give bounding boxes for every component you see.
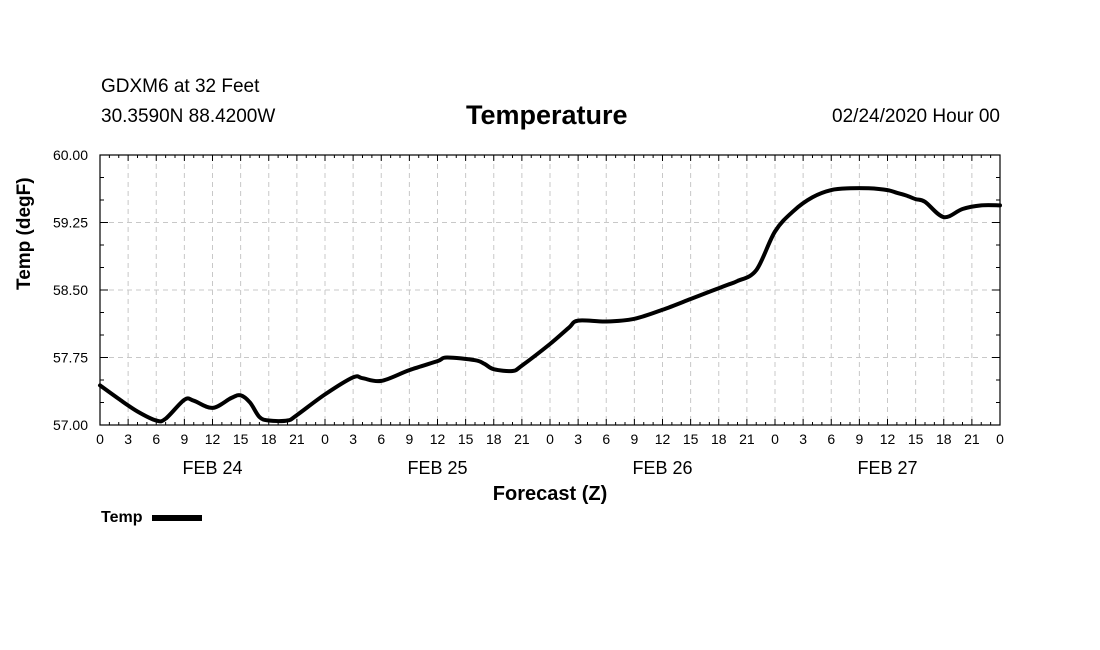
y-tick-label: 60.00 [53,147,88,163]
x-tick-label: 21 [739,431,755,447]
y-tick-label: 59.25 [53,215,88,231]
x-tick-label: 21 [514,431,530,447]
day-label: FEB 24 [182,458,242,478]
x-tick-label: 15 [908,431,924,447]
x-tick-label: 18 [711,431,727,447]
run-time-label: 02/24/2020 Hour 00 [832,106,1000,127]
x-tick-label: 18 [486,431,502,447]
x-tick-label: 3 [574,431,582,447]
x-tick-label: 6 [152,431,160,447]
x-tick-label: 12 [880,431,896,447]
legend-label-temp: Temp [101,509,143,526]
station-label: GDXM6 at 32 Feet [101,76,260,97]
x-tick-label: 9 [630,431,638,447]
x-tick-label: 3 [124,431,132,447]
x-tick-label: 15 [683,431,699,447]
x-axis-label: Forecast (Z) [493,483,607,505]
series-line-temp [98,186,1002,424]
x-tick-label: 12 [430,431,446,447]
x-tick-label: 9 [180,431,188,447]
x-tick-label: 12 [655,431,671,447]
day-label: FEB 27 [857,458,917,478]
x-tick-label: 9 [855,431,863,447]
x-tick-label: 6 [377,431,385,447]
legend-swatch-temp [152,514,203,521]
chart-title: Temperature [466,100,628,130]
x-tick-label: 9 [405,431,413,447]
x-tick-label: 0 [96,431,104,447]
x-tick-label: 21 [289,431,305,447]
y-axis-label: Temp (degF) [14,177,35,290]
x-tick-label: 0 [771,431,779,447]
x-tick-label: 15 [233,431,249,447]
x-tick-label: 18 [261,431,277,447]
series-layer [98,186,1002,424]
x-tick-label: 15 [458,431,474,447]
x-tick-label: 18 [936,431,952,447]
y-tick-label: 57.00 [53,417,88,433]
day-label: FEB 25 [407,458,467,478]
y-tick-label: 58.50 [53,282,88,298]
y-tick-label: 57.75 [53,350,88,366]
label-layer: 0 3 6 9 12 15 18 21 0 3 6 9 12 15 18 21 0 3 6 9 12 15 18 21 0 3 6 9… [53,147,1004,505]
grid-layer [100,155,1000,425]
x-tick-label: 3 [349,431,357,447]
plot-frame [99,154,1001,426]
x-tick-label: 0 [546,431,554,447]
x-tick-label: 6 [827,431,835,447]
day-label: FEB 26 [632,458,692,478]
x-tick-label: 0 [996,431,1004,447]
legend: Temp [101,509,203,527]
x-tick-label: 12 [205,431,221,447]
x-tick-label: 3 [799,431,807,447]
x-tick-label: 0 [321,431,329,447]
coordinates-label: 30.3590N 88.4200W [101,106,276,127]
x-tick-label: 6 [602,431,610,447]
x-tick-label: 21 [964,431,980,447]
